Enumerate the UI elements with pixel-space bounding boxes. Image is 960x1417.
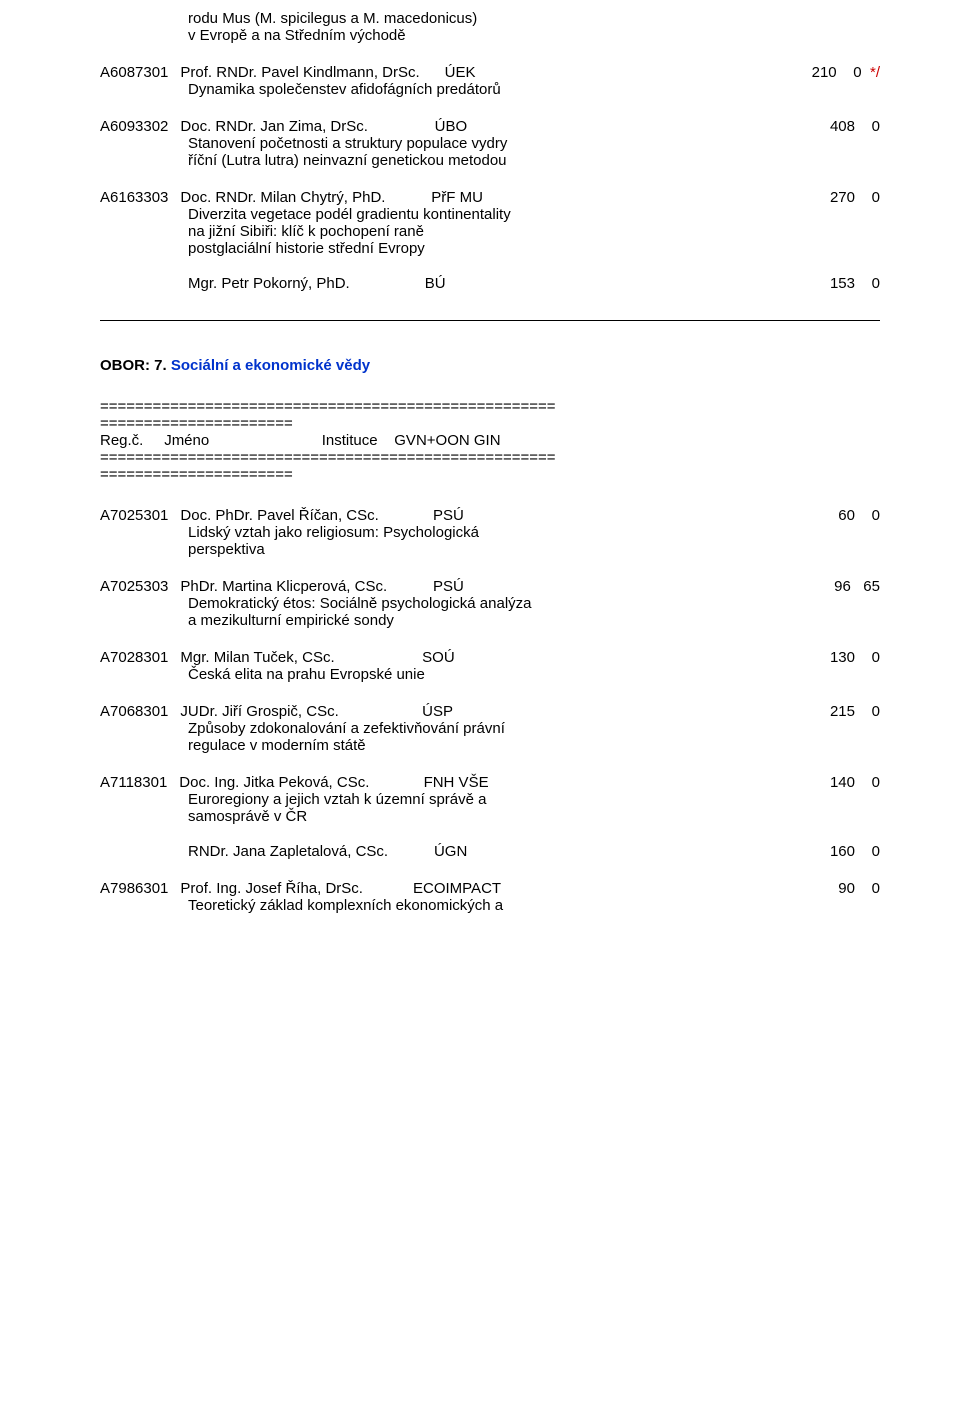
entry: A6163303 Doc. RNDr. Milan Chytrý, PhD. P…: [100, 189, 880, 292]
entry: A7025303 PhDr. Martina Klicperová, CSc. …: [100, 578, 880, 629]
sub-institution: ÚGN: [434, 843, 467, 860]
entry: A7025301 Doc. PhDr. Pavel Říčan, CSc. PS…: [100, 507, 880, 558]
entry-name: Doc. RNDr. Jan Zima, DrSc.: [180, 118, 368, 135]
separator-line: ========================================…: [100, 449, 880, 466]
entry-name: Doc. Ing. Jitka Peková, CSc.: [179, 774, 369, 791]
entry-name: Prof. Ing. Josef Říha, DrSc.: [180, 880, 363, 897]
entry-name: Doc. RNDr. Milan Chytrý, PhD.: [180, 189, 385, 206]
entry-institution: ÚEK: [445, 64, 476, 81]
entry-code: A7025303: [100, 578, 168, 595]
entry-numbers: 270 0: [830, 189, 880, 206]
entry-institution: SOÚ: [422, 649, 455, 666]
entry-name: Prof. RNDr. Pavel Kindlmann, DrSc.: [180, 64, 419, 81]
entry: A7118301 Doc. Ing. Jitka Peková, CSc. FN…: [100, 774, 880, 860]
entry-numbers: 96 65: [826, 578, 880, 595]
entry-name: PhDr. Martina Klicperová, CSc.: [180, 578, 387, 595]
entry: A7068301 JUDr. Jiří Grospič, CSc. ÚSP 21…: [100, 703, 880, 754]
entry-code: A7986301: [100, 880, 168, 897]
separator-line: ======================: [100, 415, 880, 432]
separator-line: ========================================…: [100, 398, 880, 415]
divider: [100, 320, 880, 321]
intro-line-2: v Evropě a na Středním východě: [188, 27, 880, 44]
entry-code: A7025301: [100, 507, 168, 524]
obor-label: OBOR: 7.: [100, 357, 167, 374]
entry-institution: PSÚ: [433, 578, 464, 595]
entry: A7028301 Mgr. Milan Tuček, CSc. SOÚ 130 …: [100, 649, 880, 683]
entry: A6093302 Doc. RNDr. Jan Zima, DrSc. ÚBO …: [100, 118, 880, 169]
entry-institution: PřF MU: [431, 189, 483, 206]
entry-numbers: 215 0: [830, 703, 880, 720]
entry-desc: Lidský vztah jako religiosum: Psychologi…: [188, 524, 880, 558]
entry-desc: Demokratický étos: Sociálně psychologick…: [188, 595, 880, 629]
sub-entry: Mgr. Petr Pokorný, PhD. BÚ 153 0: [188, 275, 880, 292]
entry-code: A7068301: [100, 703, 168, 720]
entry-desc: Způsoby zdokonalování a zefektivňování p…: [188, 720, 880, 754]
entry-numbers: 90 0: [834, 880, 880, 897]
entry-numbers: 140 0: [830, 774, 880, 791]
entry: A6087301 Prof. RNDr. Pavel Kindlmann, Dr…: [100, 64, 880, 98]
entry-code: A6093302: [100, 118, 168, 135]
entry-code: A6163303: [100, 189, 168, 206]
entry-desc: Teoretický základ komplexních ekonomický…: [188, 897, 880, 914]
sub-entry: RNDr. Jana Zapletalová, CSc. ÚGN 160 0: [188, 843, 880, 860]
entry-desc: Diverzita vegetace podél gradientu konti…: [188, 206, 880, 257]
obor-title: Sociální a ekonomické vědy: [171, 357, 370, 374]
column-header: Reg.č. Jméno Instituce GVN+OON GIN: [100, 432, 880, 449]
entry-name: JUDr. Jiří Grospič, CSc.: [180, 703, 338, 720]
entry-code: A6087301: [100, 64, 168, 81]
entry-numbers: 408 0: [830, 118, 880, 135]
sub-numbers: 160 0: [830, 843, 880, 860]
entry-institution: ÚBO: [435, 118, 468, 135]
intro-text: rodu Mus (M. spicilegus a M. macedonicus…: [188, 10, 880, 44]
entry-desc: Euroregiony a jejich vztah k územní sprá…: [188, 791, 880, 825]
entry-numbers: 210 0: [812, 64, 870, 81]
entry: A7986301 Prof. Ing. Josef Říha, DrSc. EC…: [100, 880, 880, 914]
entry-desc: Česká elita na prahu Evropské unie: [188, 666, 880, 683]
separator-line: ======================: [100, 466, 880, 483]
intro-line-1: rodu Mus (M. spicilegus a M. macedonicus…: [188, 10, 880, 27]
entry-institution: ÚSP: [422, 703, 453, 720]
entry-institution: ECOIMPACT: [413, 880, 501, 897]
entry-desc: Stanovení početnosti a struktury populac…: [188, 135, 880, 169]
entry-name: Doc. PhDr. Pavel Říčan, CSc.: [180, 507, 378, 524]
entry-institution: FNH VŠE: [424, 774, 489, 791]
entry-numbers: 130 0: [830, 649, 880, 666]
sub-name: Mgr. Petr Pokorný, PhD.: [188, 275, 350, 292]
entry-mark: */: [870, 64, 880, 81]
section-heading: OBOR: 7. Sociální a ekonomické vědy: [100, 357, 880, 374]
sub-name: RNDr. Jana Zapletalová, CSc.: [188, 843, 388, 860]
sub-institution: BÚ: [425, 275, 446, 292]
entry-institution: PSÚ: [433, 507, 464, 524]
sub-numbers: 153 0: [830, 275, 880, 292]
entry-name: Mgr. Milan Tuček, CSc.: [180, 649, 334, 666]
entry-numbers: 60 0: [830, 507, 880, 524]
entry-code: A7028301: [100, 649, 168, 666]
entry-desc: Dynamika společenstev afidofágních predá…: [188, 81, 880, 98]
entry-code: A7118301: [100, 774, 167, 791]
